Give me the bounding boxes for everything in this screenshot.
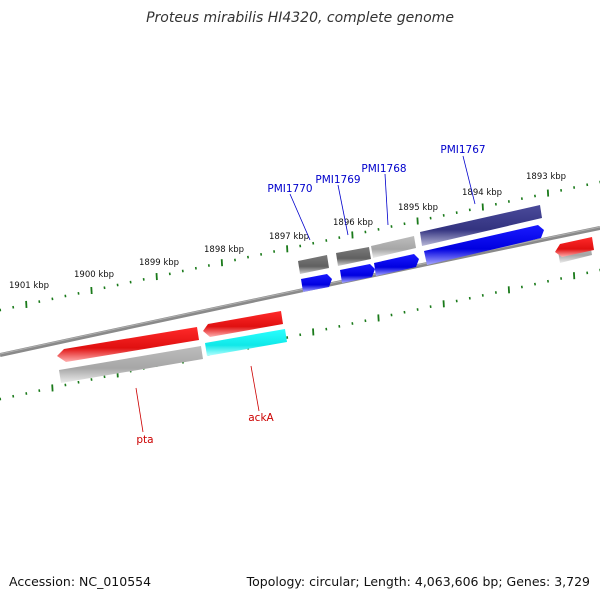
genome-backbone — [0, 226, 600, 357]
reverse-gene-labels: pta ackA — [135, 365, 275, 446]
gene-feature[interactable] — [555, 237, 594, 257]
gene-label-pmi1768[interactable]: PMI1768 — [361, 163, 406, 175]
gene-feature[interactable] — [336, 247, 371, 266]
gene-feature[interactable] — [205, 329, 287, 356]
gene-feature[interactable] — [374, 254, 419, 276]
gene-label-pmi1770[interactable]: PMI1770 — [267, 183, 312, 195]
ruler-label: 1894 kbp — [462, 188, 502, 198]
ruler-label: 1898 kbp — [204, 245, 244, 255]
forward-genes — [298, 205, 594, 292]
reverse-genes — [57, 311, 287, 383]
label-leader — [384, 173, 389, 226]
forward-gene-labels: PMI1770 PMI1769 PMI1768 PMI1767 — [267, 144, 486, 241]
gene-feature[interactable] — [203, 311, 283, 337]
label-leader — [462, 155, 476, 205]
gene-feature[interactable] — [57, 327, 199, 362]
genome-backbone-highlight — [0, 226, 600, 355]
gene-feature[interactable] — [301, 274, 332, 292]
gene-feature[interactable] — [371, 236, 416, 258]
gene-label-pmi1767[interactable]: PMI1767 — [440, 144, 485, 156]
gene-feature[interactable] — [298, 255, 329, 274]
ruler-labels: 1901 kbp 1900 kbp 1899 kbp 1898 kbp 1897… — [9, 172, 566, 291]
ruler-label: 1896 kbp — [333, 218, 373, 228]
gene-label-acka[interactable]: ackA — [248, 412, 274, 424]
gene-feature[interactable] — [424, 225, 544, 265]
gene-feature[interactable] — [59, 346, 203, 383]
accession-text: Accession: NC_010554 — [9, 574, 151, 589]
gene-label-pmi1769[interactable]: PMI1769 — [315, 174, 360, 186]
label-leader — [135, 387, 144, 433]
gene-feature[interactable] — [420, 205, 542, 246]
ruler-label: 1893 kbp — [526, 172, 566, 182]
gene-feature[interactable] — [340, 264, 375, 283]
ruler-label: 1897 kbp — [269, 232, 309, 242]
label-leader — [289, 193, 311, 241]
genome-summary-text: Topology: circular; Length: 4,063,606 bp… — [246, 574, 590, 589]
outer-tick-ring — [0, 180, 600, 312]
gene-label-pta[interactable]: pta — [136, 434, 153, 446]
label-leader — [337, 184, 349, 236]
ruler-label: 1900 kbp — [74, 270, 114, 280]
ruler-label: 1895 kbp — [398, 203, 438, 213]
map-title: Proteus mirabilis HI4320, complete genom… — [146, 10, 454, 26]
ruler-label: 1899 kbp — [139, 258, 179, 268]
ruler-label: 1901 kbp — [9, 281, 49, 291]
label-leader — [250, 365, 260, 412]
